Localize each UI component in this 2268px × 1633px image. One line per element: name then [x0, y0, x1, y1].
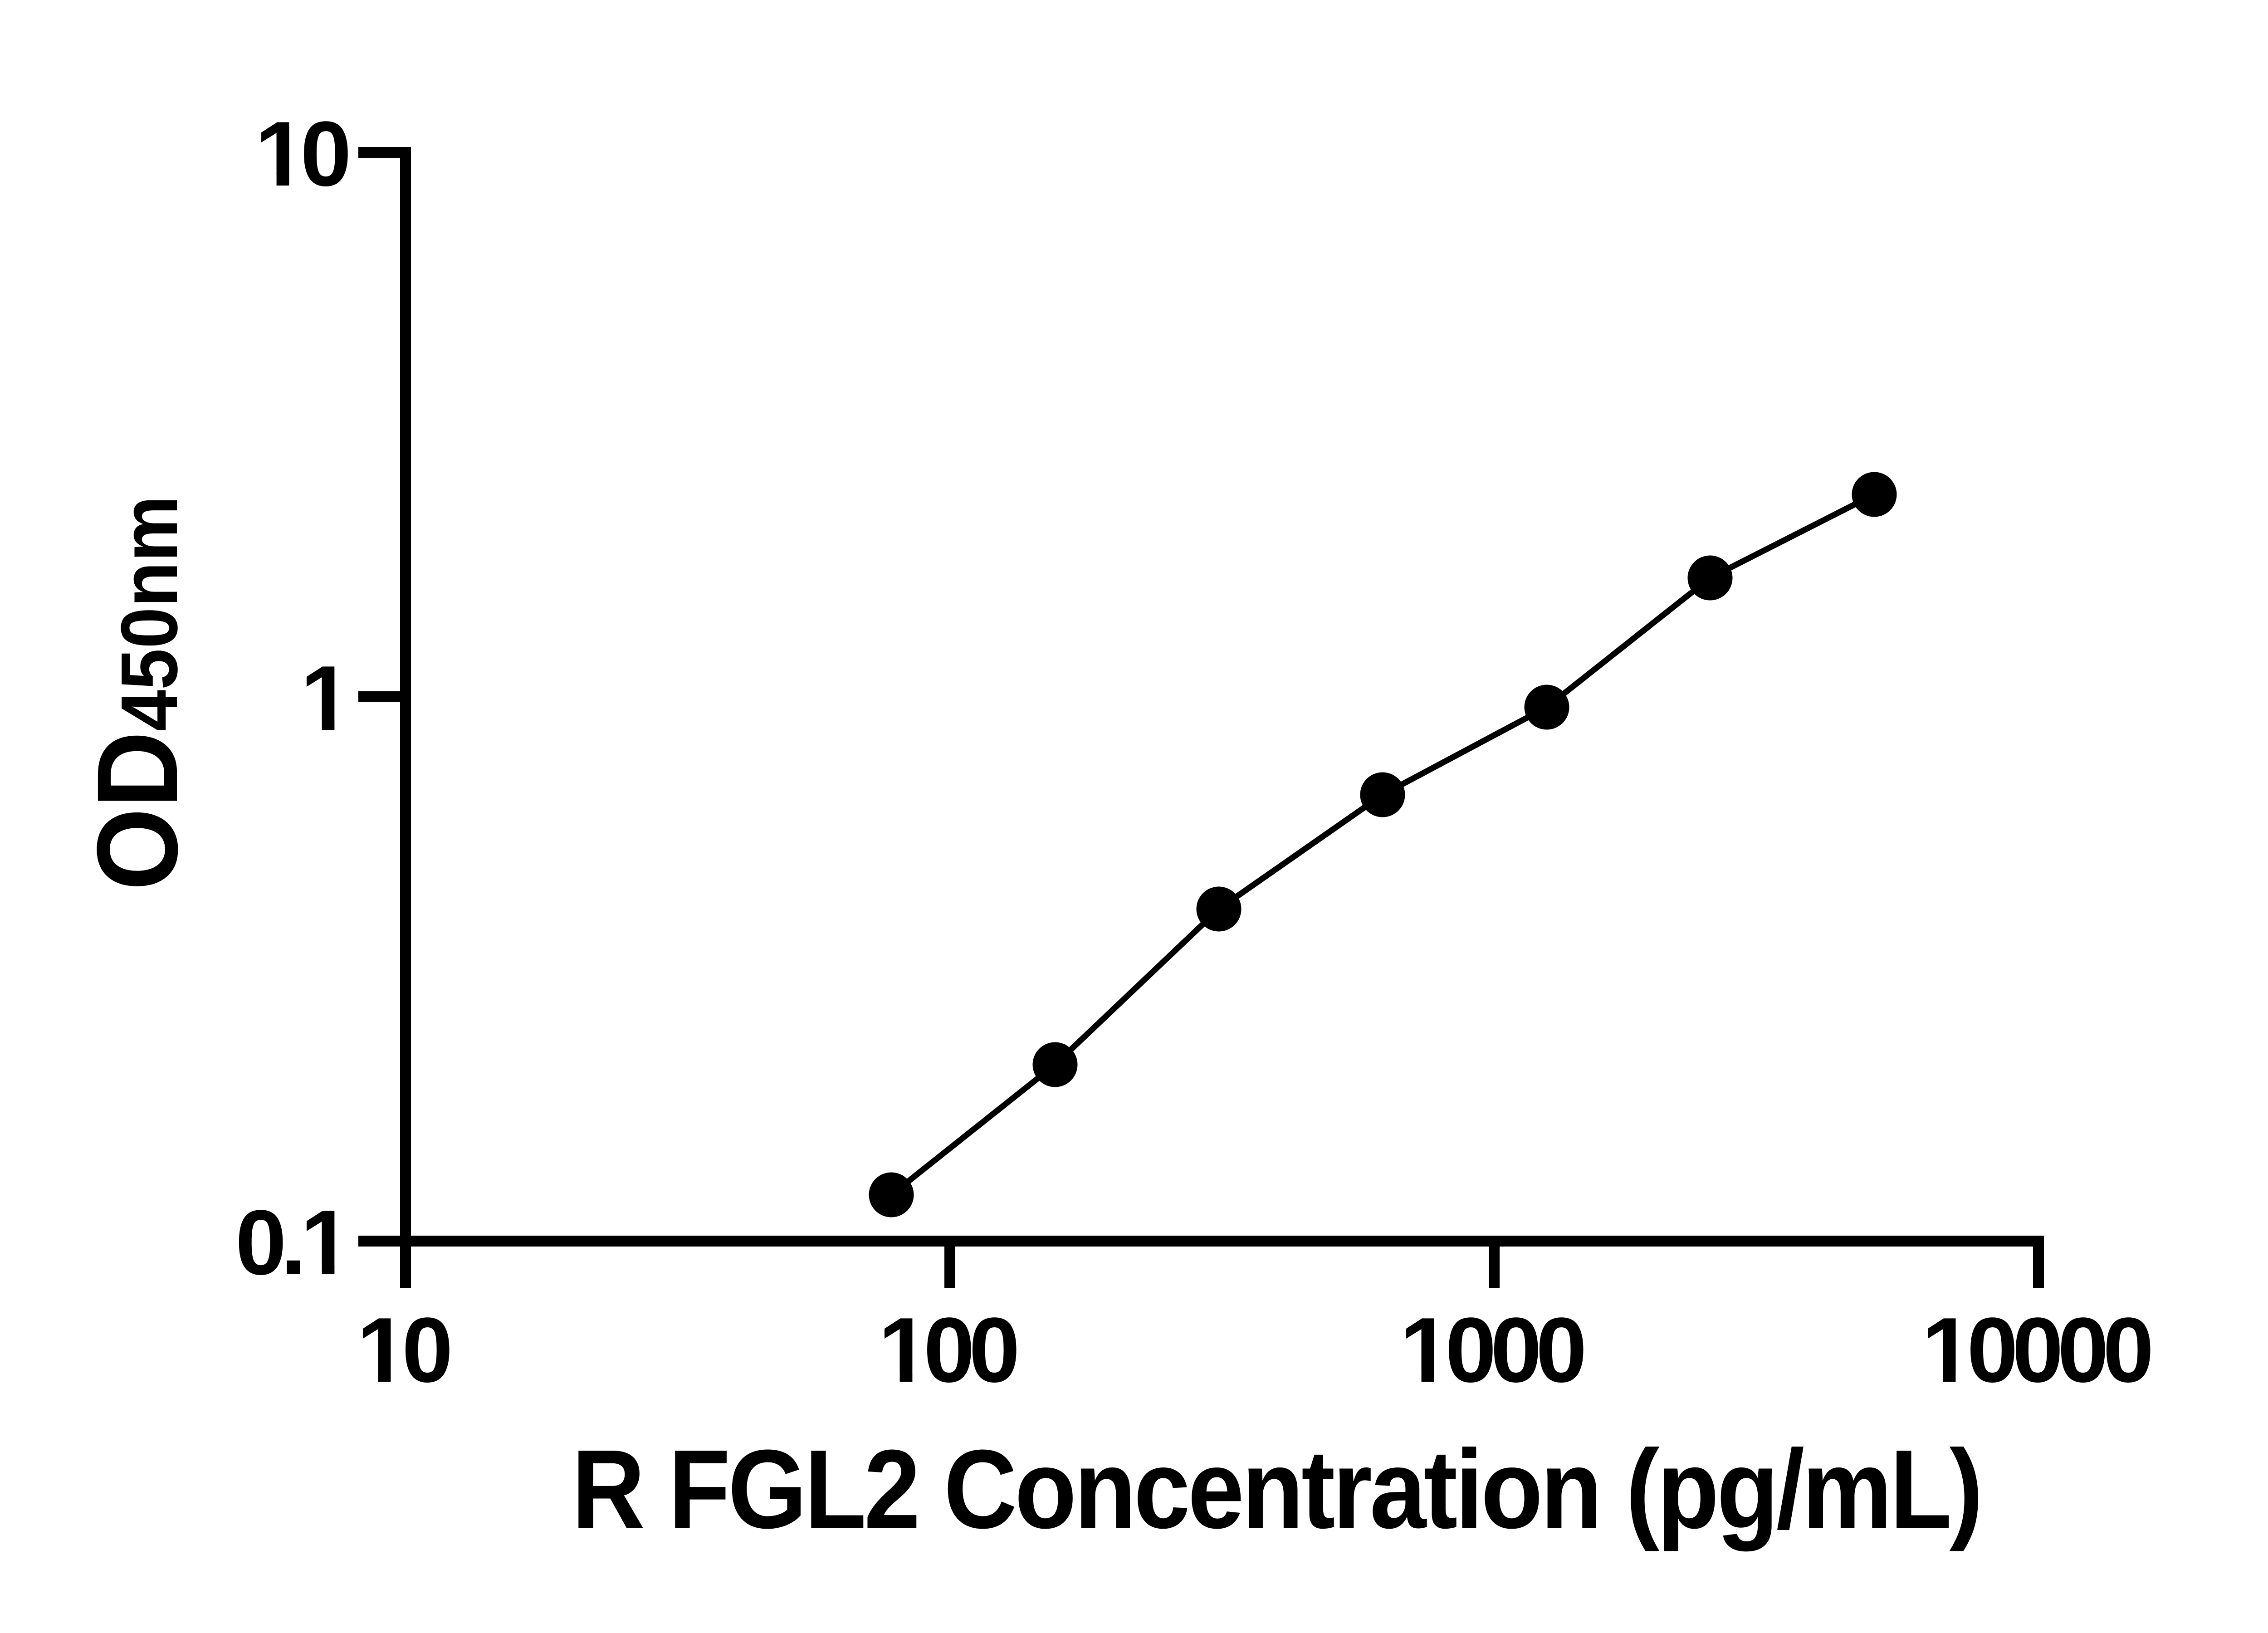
- svg-text:1: 1: [300, 647, 349, 750]
- svg-text:OD450nm: OD450nm: [73, 496, 201, 891]
- svg-text:10: 10: [255, 103, 348, 205]
- svg-text:10: 10: [357, 1299, 450, 1402]
- svg-text:0.1: 0.1: [235, 1191, 349, 1294]
- svg-text:10000: 10000: [1921, 1299, 2151, 1402]
- svg-text:100: 100: [878, 1299, 1017, 1402]
- svg-text:R FGL2 Concentration (pg/mL): R FGL2 Concentration (pg/mL): [572, 1427, 1980, 1552]
- svg-text:1000: 1000: [1400, 1299, 1584, 1402]
